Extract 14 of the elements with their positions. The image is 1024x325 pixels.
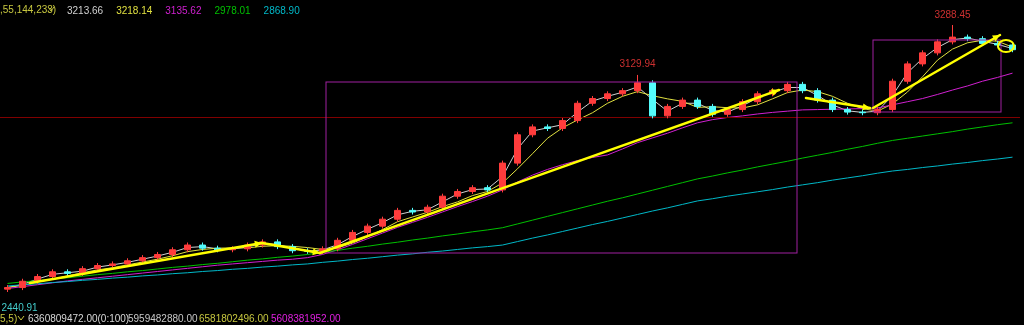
text: 3288.45 — [934, 8, 971, 20]
text: 5,5) — [0, 312, 18, 324]
text: 2440.91 — [1, 301, 38, 313]
text: 3135.62 — [165, 4, 202, 16]
text: ,55,144,233) — [0, 3, 57, 15]
text: 5959482880.00 — [128, 312, 198, 324]
text: 2978.01 — [214, 4, 252, 16]
text: 6360809472.00(0:100) — [28, 312, 130, 324]
text: 3218.14 — [116, 4, 153, 16]
text: 3129.94 — [619, 58, 656, 70]
text: 5608381952.00 — [271, 312, 341, 324]
text: 2868.90 — [263, 4, 301, 16]
text: 3213.66 — [67, 4, 104, 16]
text: 6581802496.00 — [199, 312, 269, 324]
